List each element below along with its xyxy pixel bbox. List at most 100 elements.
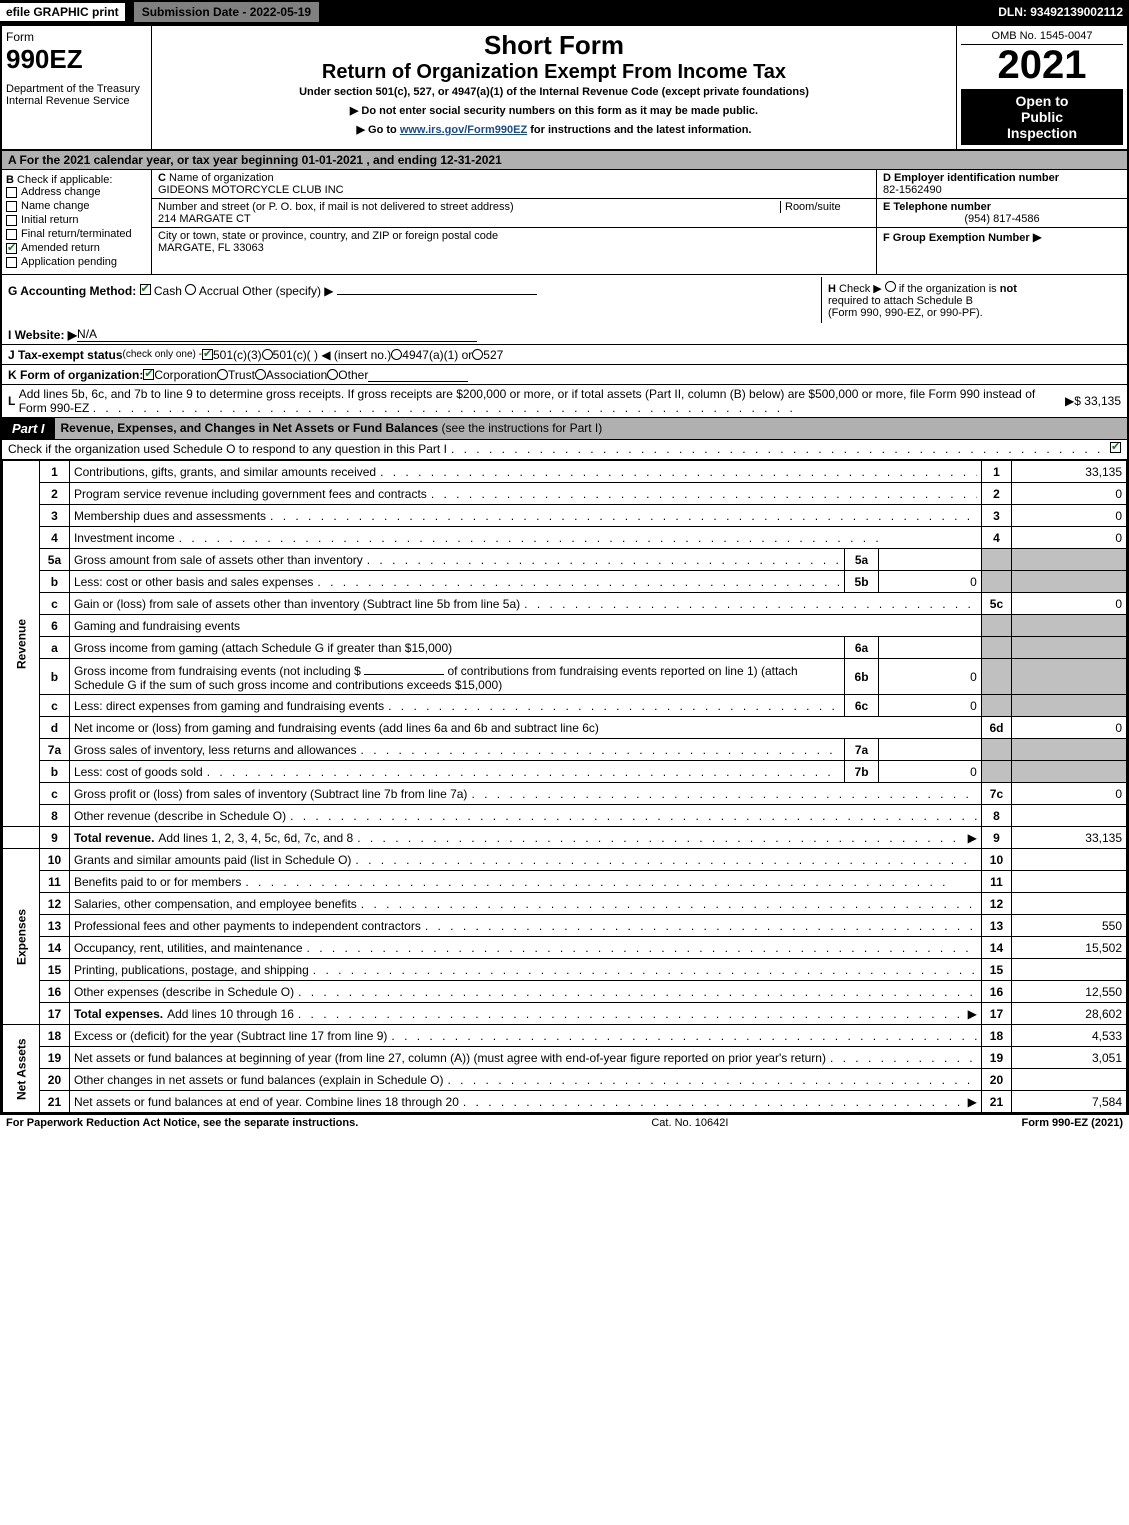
right-val xyxy=(1012,871,1127,893)
line-num: 20 xyxy=(40,1069,70,1091)
right-val: 550 xyxy=(1012,915,1127,937)
table-row: b Gross income from fundraising events (… xyxy=(3,659,1127,695)
dots-icon xyxy=(298,985,977,999)
street-label: Number and street (or P. O. box, if mail… xyxy=(158,201,514,213)
k-trust-radio[interactable] xyxy=(217,369,228,380)
table-row: b Less: cost of goods sold 7b 0 xyxy=(3,761,1127,783)
form-body: Form 990EZ Department of the Treasury In… xyxy=(0,24,1129,1115)
right-val-shaded xyxy=(1012,761,1127,783)
j-501c3-checkbox[interactable] xyxy=(202,349,213,360)
address-change-checkbox[interactable] xyxy=(6,187,17,198)
tax-year: 2021 xyxy=(961,45,1123,85)
dots-icon xyxy=(391,1029,976,1043)
dots-icon xyxy=(179,531,977,545)
j-4947-radio[interactable] xyxy=(391,349,402,360)
table-row: 3 Membership dues and assessments 3 0 xyxy=(3,505,1127,527)
row-j: J Tax-exempt status (check only one) - 5… xyxy=(2,345,1127,365)
line-num: 17 xyxy=(40,1003,70,1025)
cash-label: Cash xyxy=(154,284,182,298)
subsection-text: Under section 501(c), 527, or 4947(a)(1)… xyxy=(156,86,952,98)
app-pending-label: Application pending xyxy=(21,256,117,268)
dots-icon xyxy=(367,553,841,567)
row-g-h: G Accounting Method: Cash Accrual Other … xyxy=(2,275,1127,325)
part1-check-row: Check if the organization used Schedule … xyxy=(2,440,1127,460)
h-radio[interactable] xyxy=(885,281,896,292)
line-desc: Gross amount from sale of assets other t… xyxy=(74,553,363,567)
app-pending-checkbox[interactable] xyxy=(6,257,17,268)
l-dots xyxy=(93,401,796,415)
irs-link[interactable]: www.irs.gov/Form990EZ xyxy=(400,124,527,136)
table-row: 2 Program service revenue including gove… xyxy=(3,483,1127,505)
line-num: 19 xyxy=(40,1047,70,1069)
h-text3: required to attach Schedule B xyxy=(828,295,973,307)
k-corp-checkbox[interactable] xyxy=(143,369,154,380)
part1-schedule-o-checkbox[interactable] xyxy=(1110,442,1121,453)
right-num-shaded xyxy=(981,549,1011,571)
line-desc: Gain or (loss) from sale of assets other… xyxy=(74,597,520,611)
g-label: G Accounting Method: xyxy=(8,284,136,298)
revenue-label: Revenue xyxy=(3,461,40,827)
right-val: 0 xyxy=(1012,505,1127,527)
arrow-icon: ▶ xyxy=(968,1095,977,1109)
table-row: b Less: cost or other basis and sales ex… xyxy=(3,571,1127,593)
f-arrow-icon: ▶ xyxy=(1033,230,1042,244)
j-527-radio[interactable] xyxy=(472,349,483,360)
other-label: Other (specify) ▶ xyxy=(242,284,333,298)
j-501c-radio[interactable] xyxy=(262,349,273,360)
right-num: 15 xyxy=(981,959,1011,981)
j-opt1: 501(c)(3) xyxy=(213,348,262,362)
right-num: 2 xyxy=(981,483,1011,505)
line-desc: Other revenue (describe in Schedule O) xyxy=(74,809,286,823)
k-other-radio[interactable] xyxy=(327,369,338,380)
sub-num: 6a xyxy=(845,637,878,659)
other-specify-field[interactable] xyxy=(337,281,537,295)
k-other-field[interactable] xyxy=(368,368,468,382)
line-desc: Less: direct expenses from gaming and fu… xyxy=(74,699,384,713)
line-desc: Printing, publications, postage, and shi… xyxy=(74,963,309,977)
line-desc: Benefits paid to or for members xyxy=(74,875,241,889)
ssn-note: ▶ Do not enter social security numbers o… xyxy=(156,104,952,117)
main-title: Return of Organization Exempt From Incom… xyxy=(156,61,952,84)
dots-icon xyxy=(388,699,840,713)
city-label: City or town, state or province, country… xyxy=(158,230,498,242)
line-num: 4 xyxy=(40,527,70,549)
section-bcd: B Check if applicable: Address change Na… xyxy=(2,170,1127,275)
right-num: 11 xyxy=(981,871,1011,893)
form-header: Form 990EZ Department of the Treasury In… xyxy=(2,26,1127,151)
h-label: H xyxy=(828,283,836,295)
dots-icon xyxy=(313,963,977,977)
line-desc: Other expenses (describe in Schedule O) xyxy=(74,985,294,999)
contrib-blank[interactable] xyxy=(364,661,444,675)
accrual-radio[interactable] xyxy=(185,284,196,295)
open-line2: Public xyxy=(965,109,1119,125)
right-num: 12 xyxy=(981,893,1011,915)
line-num: 9 xyxy=(40,827,70,849)
table-row: 4 Investment income 4 0 xyxy=(3,527,1127,549)
right-val: 28,602 xyxy=(1012,1003,1127,1025)
table-row: c Gain or (loss) from sale of assets oth… xyxy=(3,593,1127,615)
dots-icon xyxy=(270,509,977,523)
right-num: 1 xyxy=(981,461,1011,483)
dots-icon xyxy=(471,787,976,801)
table-row: 9 Total revenue. Add lines 1, 2, 3, 4, 5… xyxy=(3,827,1127,849)
cash-checkbox[interactable] xyxy=(140,284,151,295)
top-bar: efile GRAPHIC print Submission Date - 20… xyxy=(0,0,1129,24)
h-check-text: Check ▶ xyxy=(839,283,882,295)
k-assoc-radio[interactable] xyxy=(255,369,266,380)
right-val: 33,135 xyxy=(1012,461,1127,483)
line-desc: Professional fees and other payments to … xyxy=(74,919,421,933)
footer-right: Form 990-EZ (2021) xyxy=(1021,1117,1123,1129)
final-return-checkbox[interactable] xyxy=(6,229,17,240)
amended-return-checkbox[interactable] xyxy=(6,243,17,254)
initial-return-checkbox[interactable] xyxy=(6,215,17,226)
dept-treasury: Department of the Treasury xyxy=(6,83,147,95)
h-text2: if the organization is xyxy=(899,283,997,295)
name-change-checkbox[interactable] xyxy=(6,201,17,212)
dots-icon xyxy=(448,1073,977,1087)
address-change-label: Address change xyxy=(21,186,101,198)
line-desc: Net assets or fund balances at beginning… xyxy=(74,1051,826,1065)
dots-icon xyxy=(355,853,976,867)
right-num-shaded xyxy=(981,739,1011,761)
dots-icon xyxy=(425,919,977,933)
table-row: 6 Gaming and fundraising events xyxy=(3,615,1127,637)
